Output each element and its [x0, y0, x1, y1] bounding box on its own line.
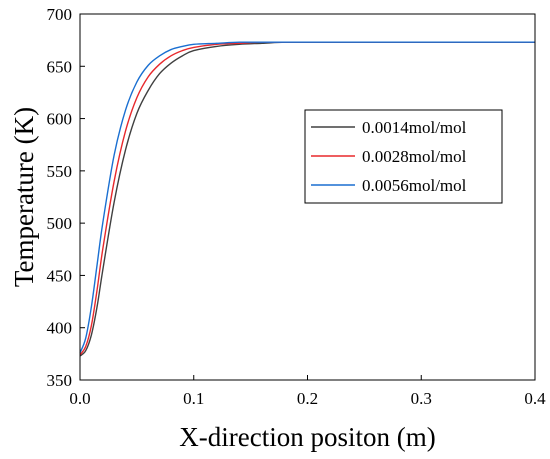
x-tick-label: 0.2 — [297, 389, 318, 408]
y-tick-label: 500 — [47, 214, 73, 233]
legend-label-3: 0.0056mol/mol — [362, 176, 467, 195]
y-tick-label: 450 — [47, 266, 73, 285]
legend: 0.0014mol/mol 0.0028mol/mol 0.0056mol/mol — [304, 109, 503, 204]
y-axis-ticks: 350 400 450 500 550 600 650 700 — [47, 5, 85, 390]
x-tick-label: 0.0 — [69, 389, 90, 408]
x-tick-label: 0.4 — [524, 389, 546, 408]
x-axis-ticks: 0.0 0.1 0.2 0.3 0.4 — [69, 375, 546, 408]
y-tick-label: 400 — [47, 319, 73, 338]
legend-label-2: 0.0028mol/mol — [362, 147, 467, 166]
x-tick-label: 0.3 — [411, 389, 432, 408]
legend-label-1: 0.0014mol/mol — [362, 118, 467, 137]
x-axis-title: X-direction positon (m) — [179, 422, 435, 452]
series-line-3 — [79, 41, 535, 354]
y-tick-label: 550 — [47, 162, 73, 181]
y-tick-label: 700 — [47, 5, 73, 24]
series-group — [79, 41, 535, 357]
x-tick-label: 0.1 — [183, 389, 204, 408]
y-tick-label: 650 — [47, 57, 73, 76]
y-tick-label: 600 — [47, 110, 73, 129]
y-tick-label: 350 — [47, 371, 73, 390]
y-axis-title: Temperature (K) — [9, 107, 39, 287]
